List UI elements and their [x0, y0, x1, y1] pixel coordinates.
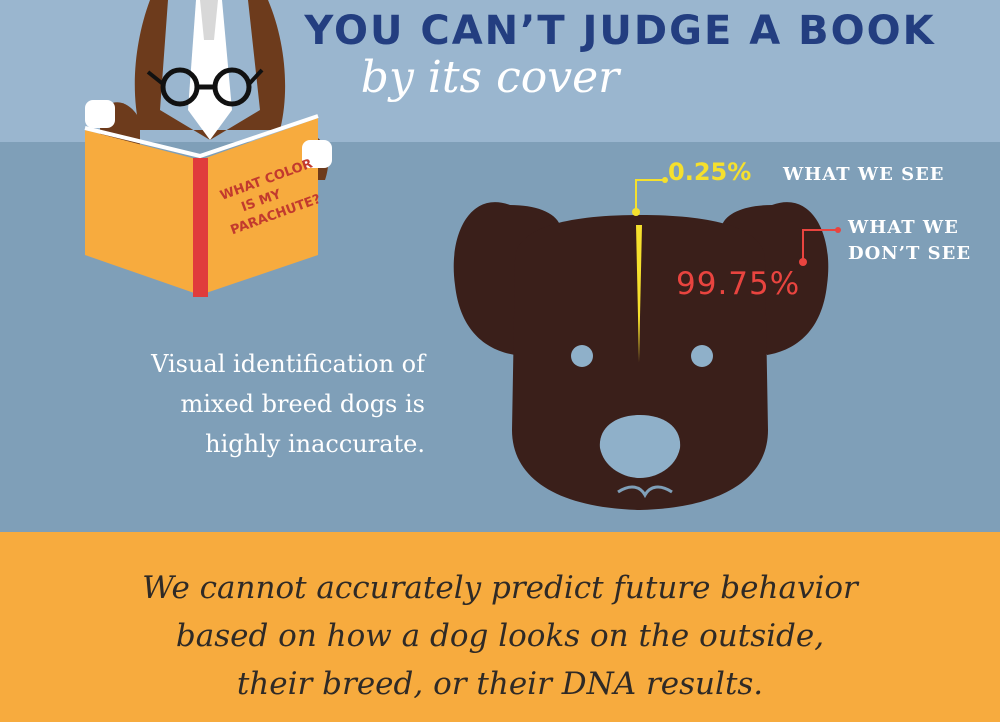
unseen-label: WHAT WE DON’T SEE	[848, 215, 988, 267]
footer-statement: We cannot accurately predict future beha…	[30, 564, 970, 708]
dog-right-eye	[691, 345, 713, 367]
caption-line: mixed breed dogs is	[180, 390, 425, 418]
seen-percentage: 0.25%	[668, 158, 752, 186]
unseen-percentage: 99.75%	[676, 266, 801, 302]
dog-left-eye	[571, 345, 593, 367]
seen-slice-marker	[636, 225, 642, 362]
dog-face	[453, 202, 829, 510]
footer-band	[0, 532, 1000, 722]
footer-line: We cannot accurately predict future beha…	[142, 570, 858, 606]
unseen-label-line2: DON’T SEE	[848, 243, 972, 264]
page-subtitle: by its cover	[360, 52, 620, 103]
unseen-label-line1: WHAT WE	[848, 217, 959, 238]
footer-line: their breed, or their DNA results.	[236, 666, 764, 702]
caption-text: Visual identification of mixed breed dog…	[90, 344, 425, 464]
page-title: YOU CAN’T JUDGE A BOOK	[304, 8, 936, 54]
dog-nose	[599, 415, 681, 478]
caption-line: highly inaccurate.	[205, 430, 425, 458]
caption-line: Visual identification of	[151, 350, 425, 378]
seen-label: WHAT WE SEE	[783, 164, 945, 185]
book-icon	[84, 100, 332, 297]
footer-line: based on how a dog looks on the outside,	[175, 618, 825, 654]
